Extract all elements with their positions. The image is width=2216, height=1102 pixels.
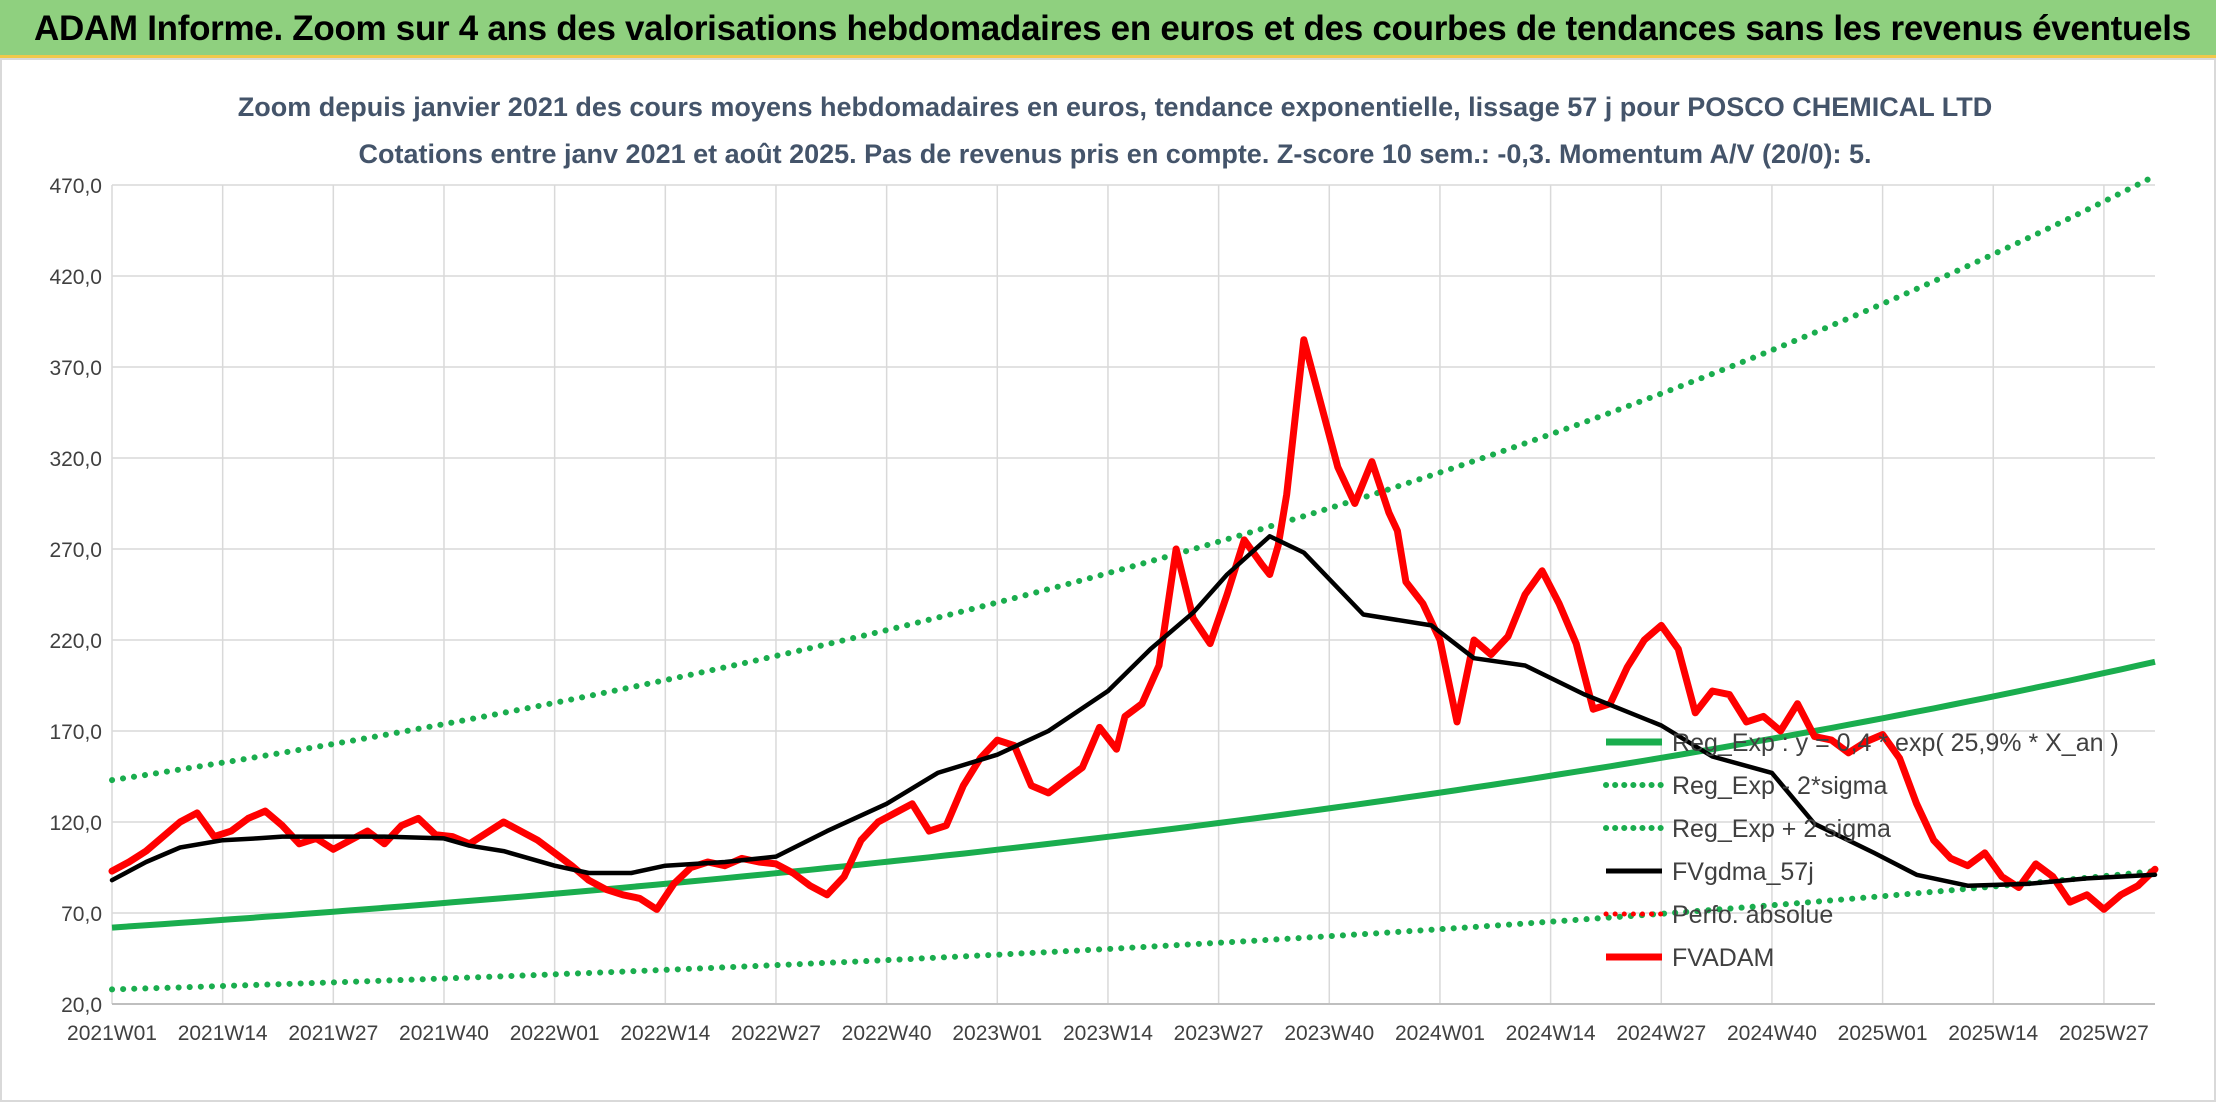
y-tick-label: 220,0 (49, 630, 102, 653)
grid-lines (111, 184, 2155, 1005)
x-tick-label: 2022W27 (731, 1022, 821, 1045)
legend-label: Perfo. absolue (1672, 901, 1833, 929)
x-tick-label: 2025W14 (1948, 1022, 2038, 1045)
chart-frame (0, 58, 2216, 1102)
y-tick-label: 120,0 (49, 812, 102, 835)
legend-item-fvgdma: FVgdma_57j (1606, 858, 1814, 886)
y-tick-label: 470,0 (49, 175, 102, 198)
x-tick-label: 2023W27 (1174, 1022, 1264, 1045)
legend-label: Reg_Exp + 2 sigma (1672, 815, 1891, 843)
y-tick-label: 420,0 (49, 266, 102, 289)
series-fvgdma-57j (109, 534, 2158, 888)
legend-label: Reg_Exp : y = 0,4 * exp( 25,9% * X_an ) (1672, 729, 2119, 757)
y-tick-label: 320,0 (49, 448, 102, 471)
series-reg-exp-minus-2sigma (109, 868, 2158, 993)
x-tick-label: 2024W40 (1727, 1022, 1817, 1045)
legend-item-reg-exp: Reg_Exp : y = 0,4 * exp( 25,9% * X_an ) (1606, 729, 2119, 757)
x-tick-label: 2022W14 (620, 1022, 710, 1045)
legend-item-fvadam: FVADAM (1606, 944, 1774, 972)
series-reg-exp-plus-2sigma (109, 172, 2158, 784)
legend-label: FVADAM (1672, 944, 1774, 972)
x-tick-label: 2025W01 (1838, 1022, 1928, 1045)
legend-item-reg-exp-plus: Reg_Exp + 2 sigma (1603, 815, 1891, 843)
x-tick-label: 2024W01 (1395, 1022, 1485, 1045)
x-tick-label: 2021W14 (178, 1022, 268, 1045)
x-tick-label: 2022W01 (510, 1022, 600, 1045)
x-tick-label: 2022W40 (842, 1022, 932, 1045)
x-tick-label: 2021W01 (67, 1022, 157, 1045)
x-tick-label: 2021W27 (288, 1022, 378, 1045)
legend-label: FVgdma_57j (1672, 858, 1814, 886)
series-group (108, 172, 2159, 993)
legend-item-reg-exp-minus: Reg_Exp - 2*sigma (1603, 772, 1887, 800)
chart-title-line-1: Zoom depuis janvier 2021 des cours moyen… (238, 92, 1993, 122)
x-tick-label: 2025W27 (2059, 1022, 2149, 1045)
x-tick-label: 2023W14 (1063, 1022, 1153, 1045)
legend-item-perfo: Perfo. absolue (1603, 901, 1833, 929)
y-tick-label: 20,0 (61, 994, 102, 1017)
series-fvadam (108, 336, 2159, 913)
y-tick-label: 170,0 (49, 721, 102, 744)
y-tick-label: 370,0 (49, 357, 102, 380)
x-tick-label: 2023W01 (952, 1022, 1042, 1045)
x-tick-label: 2023W40 (1284, 1022, 1374, 1045)
axes: 470,0 420,0 370,0 320,0 270,0 220,0 170,0 120,0… (49, 175, 2155, 1045)
x-tick-label: 2024W14 (1506, 1022, 1596, 1045)
y-tick-label: 270,0 (49, 539, 102, 562)
x-tick-label: 2021W40 (399, 1022, 489, 1045)
legend-label: Reg_Exp - 2*sigma (1672, 772, 1887, 800)
y-tick-label: 70,0 (61, 903, 102, 926)
report-banner: ADAM Informe. Zoom sur 4 ans des valoris… (0, 0, 2216, 58)
legend: Reg_Exp : y = 0,4 * exp( 25,9% * X_an ) R… (1603, 729, 2119, 972)
chart-title-line-2: Cotations entre janv 2021 et août 2025. … (358, 139, 1871, 169)
x-tick-label: 2024W27 (1616, 1022, 1706, 1045)
banner-title: ADAM Informe. Zoom sur 4 ans des valoris… (34, 9, 2191, 48)
